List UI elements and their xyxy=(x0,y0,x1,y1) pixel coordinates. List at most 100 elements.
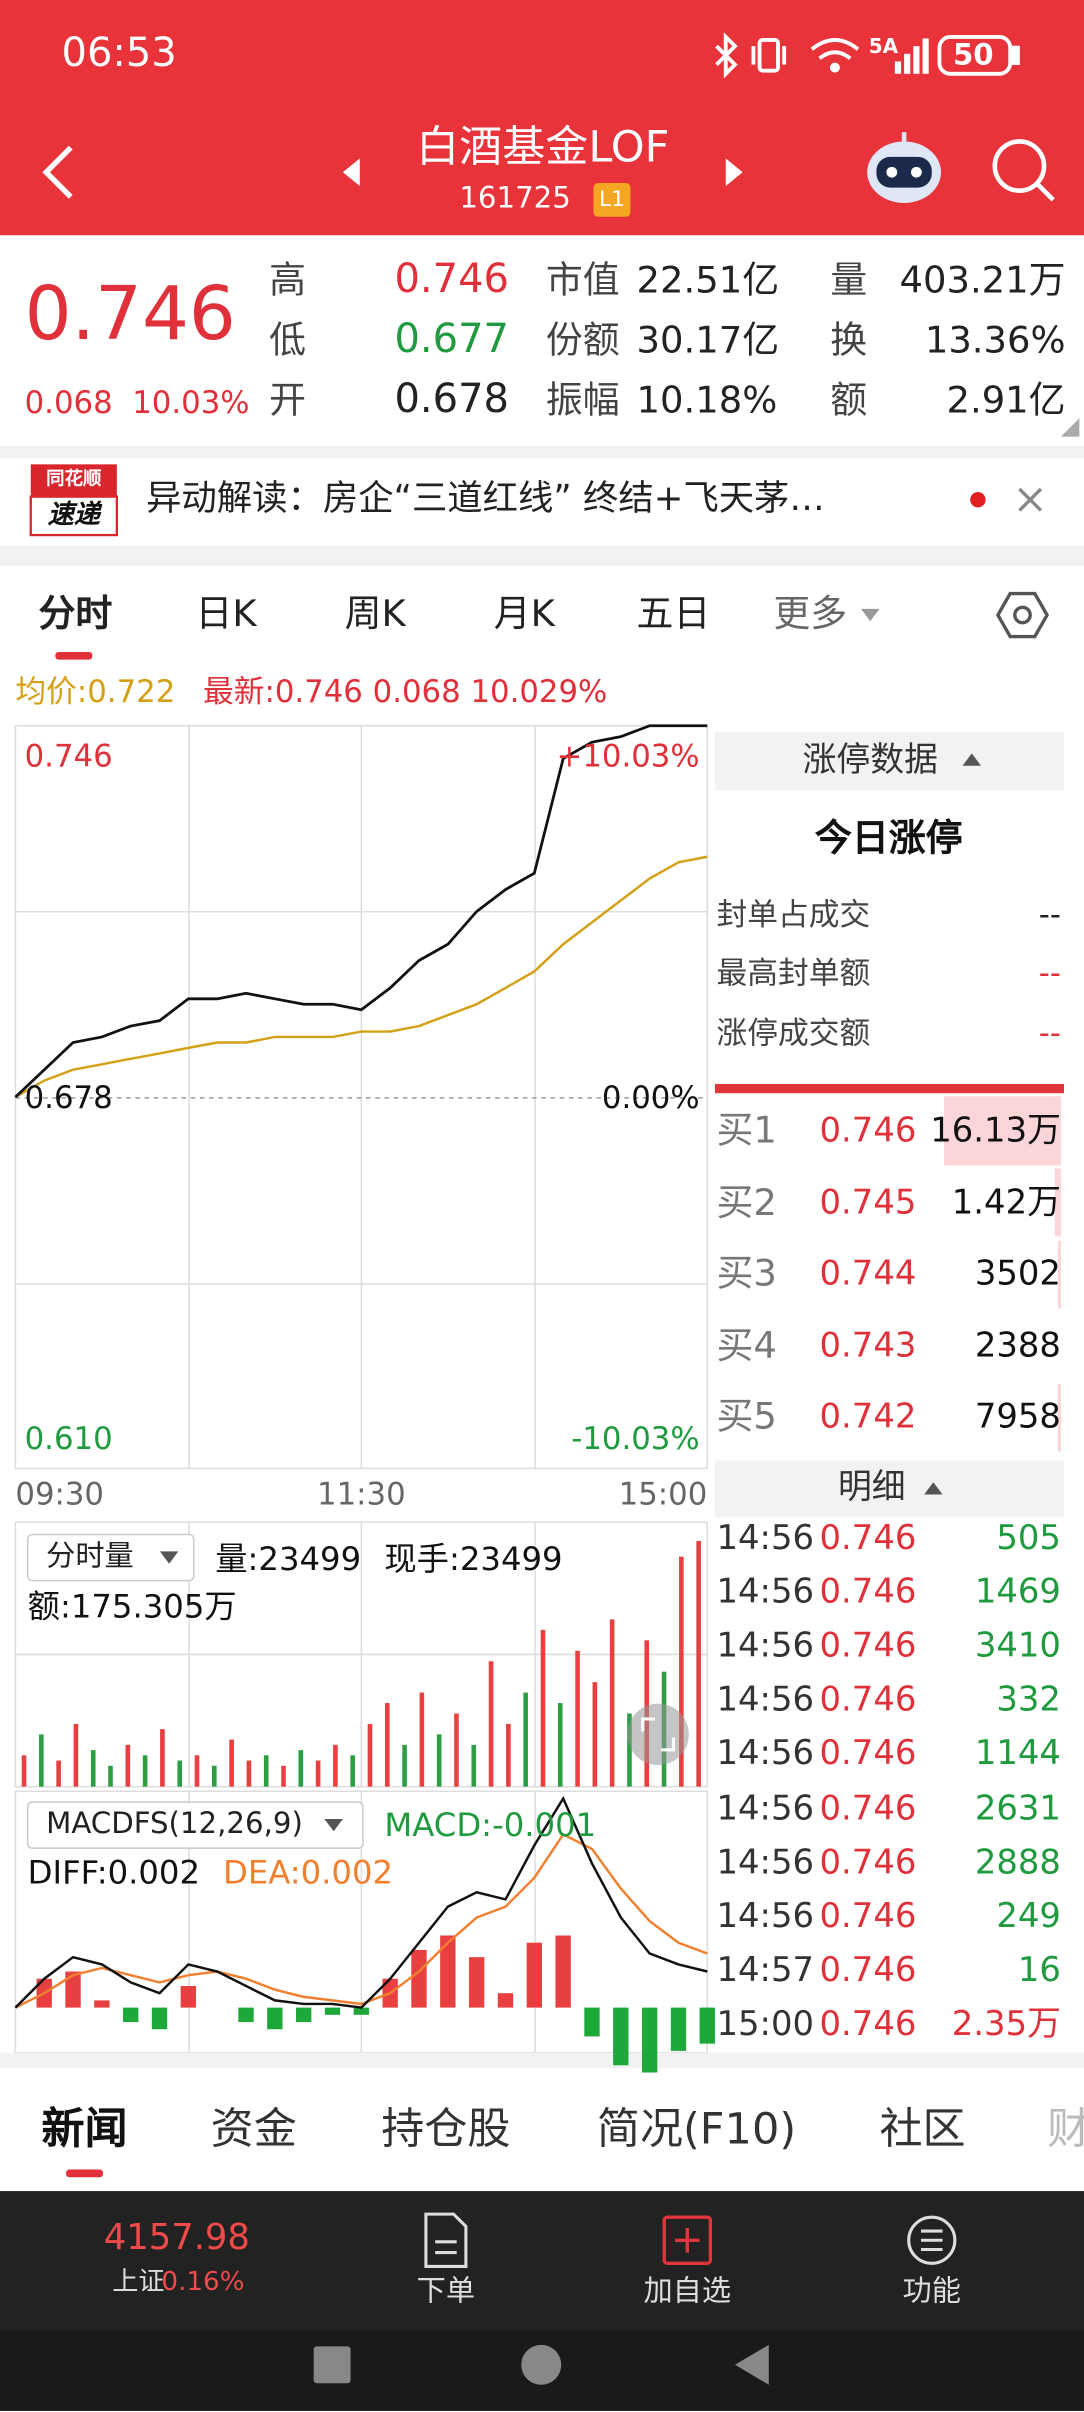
nav-recent[interactable] xyxy=(313,2346,351,2384)
detail-header-bg[interactable] xyxy=(714,1460,1065,1518)
panel-title[interactable]: 涨停数据 xyxy=(802,741,938,781)
search-button[interactable] xyxy=(992,139,1055,202)
menu-icon xyxy=(907,2215,957,2265)
clock: 06:53 xyxy=(61,30,177,77)
detail-volume: 2888 xyxy=(974,1843,1061,1882)
signal-bars xyxy=(894,38,929,74)
macd-bar xyxy=(440,1935,456,2008)
tab[interactable]: 日K xyxy=(195,592,257,636)
macd-selector[interactable] xyxy=(26,1801,364,1849)
divider xyxy=(0,2052,1084,2069)
nav-home[interactable] xyxy=(521,2344,562,2385)
bottom-action[interactable]: 功能 xyxy=(902,2274,962,2309)
book-volume: 2388 xyxy=(974,1327,1061,1366)
volume-bar xyxy=(609,1619,615,1787)
volume-bar xyxy=(160,1729,165,1787)
level: L1 xyxy=(599,187,625,213)
bottom-tab[interactable]: 简况(F10) xyxy=(596,2103,797,2155)
level-badge xyxy=(593,182,631,217)
bottom-action[interactable]: 加自选 xyxy=(643,2274,732,2309)
latest-price: 最新:0.746 0.068 10.029% xyxy=(202,672,608,710)
macd-bar xyxy=(613,2007,629,2066)
depth-bar xyxy=(944,1096,1061,1166)
tab[interactable]: 分时 xyxy=(38,592,113,636)
volume-bar xyxy=(39,1734,44,1787)
bottom-tab[interactable]: 持仓股 xyxy=(381,2103,511,2155)
book-volume: 16.13万 xyxy=(930,1112,1061,1151)
expand-button[interactable] xyxy=(627,1703,689,1766)
volume-bar xyxy=(367,1723,373,1787)
volume-bar xyxy=(73,1723,79,1787)
detail-time: 14:56 xyxy=(716,1681,815,1721)
macd-bar xyxy=(94,2000,110,2008)
index-value[interactable]: 4157.98 xyxy=(103,2218,250,2259)
back-button[interactable] xyxy=(42,145,73,199)
volume-bar xyxy=(454,1713,459,1787)
volume-selector-label[interactable]: 分时量 xyxy=(46,1539,134,1574)
detail-volume: 1469 xyxy=(974,1573,1061,1613)
volume-bar xyxy=(315,1760,321,1787)
pct-label: -10.03% xyxy=(571,1419,700,1457)
nav-back[interactable] xyxy=(734,2344,769,2385)
news-headline[interactable]: 异动解读：房企“三道红线” 终结+飞天茅… xyxy=(146,479,825,520)
prev-button[interactable] xyxy=(342,158,360,187)
battery: 50 xyxy=(952,38,994,73)
next-button[interactable] xyxy=(725,158,743,187)
bottom-tab[interactable]: 社区 xyxy=(879,2103,966,2155)
collapse-arrow xyxy=(924,1482,943,1495)
close-button[interactable] xyxy=(1018,487,1043,512)
stat-label: 量 xyxy=(830,258,868,302)
volume-bar xyxy=(679,1556,684,1787)
avg-price: 均价:0.722 xyxy=(15,672,176,710)
dea-label: DEA:0.002 xyxy=(222,1854,394,1892)
bottom-tab[interactable]: 财 xyxy=(1047,2104,1084,2154)
selector-arrow xyxy=(159,1551,179,1564)
bottom-tab[interactable]: 资金 xyxy=(210,2103,297,2155)
tab[interactable]: 月K xyxy=(493,592,555,636)
volume-bar xyxy=(229,1739,234,1787)
order-icon xyxy=(424,2212,468,2268)
index-name: 上证 xyxy=(112,2266,165,2298)
depth-bar xyxy=(1054,1168,1061,1237)
volume-bar xyxy=(56,1760,61,1787)
assistant-icon[interactable] xyxy=(867,132,942,203)
stat-label: 换 xyxy=(830,318,868,362)
detail-volume: 2.35万 xyxy=(951,2005,1061,2044)
stat-label: 市值 xyxy=(545,258,620,302)
volume-bar xyxy=(402,1744,407,1787)
status-icons xyxy=(715,32,1020,79)
macd-bar xyxy=(65,1971,81,2008)
stat-value: 0.678 xyxy=(394,376,509,423)
volume-bar xyxy=(142,1755,148,1787)
code: 161725 xyxy=(459,181,571,216)
depth-bar xyxy=(1057,1240,1061,1309)
stat-value: 30.17亿 xyxy=(636,318,780,362)
macd-selector-label[interactable]: MACDFS(12,26,9) xyxy=(46,1806,303,1841)
detail-title[interactable]: 明细 xyxy=(837,1468,906,1508)
volume-bar xyxy=(125,1744,131,1787)
volume-bar xyxy=(592,1682,598,1787)
detail-time: 14:56 xyxy=(716,1843,815,1882)
limit-label: 涨停成交额 xyxy=(716,1014,871,1051)
tab[interactable]: 五日 xyxy=(636,592,711,636)
stat-value: 403.21万 xyxy=(899,258,1066,302)
bottom-tab[interactable]: 新闻 xyxy=(41,2103,128,2155)
limit-header-bg[interactable] xyxy=(714,731,1065,791)
volume-bar xyxy=(177,1760,183,1787)
volume-bar xyxy=(298,1750,304,1787)
limit-value: -- xyxy=(1038,954,1061,991)
settings-button[interactable] xyxy=(995,591,1050,639)
volume-selector[interactable] xyxy=(26,1533,195,1582)
bottom-action[interactable]: 下单 xyxy=(416,2274,476,2309)
x-label: 09:30 xyxy=(15,1475,105,1513)
divider xyxy=(0,445,1084,459)
macd-bar xyxy=(411,1949,427,2008)
title: 白酒基金LOF xyxy=(416,121,670,173)
line xyxy=(14,1832,708,2009)
tab[interactable]: 周K xyxy=(344,592,406,636)
detail-price: 0.746 xyxy=(819,1843,917,1882)
tab[interactable]: 更多 xyxy=(773,592,848,636)
